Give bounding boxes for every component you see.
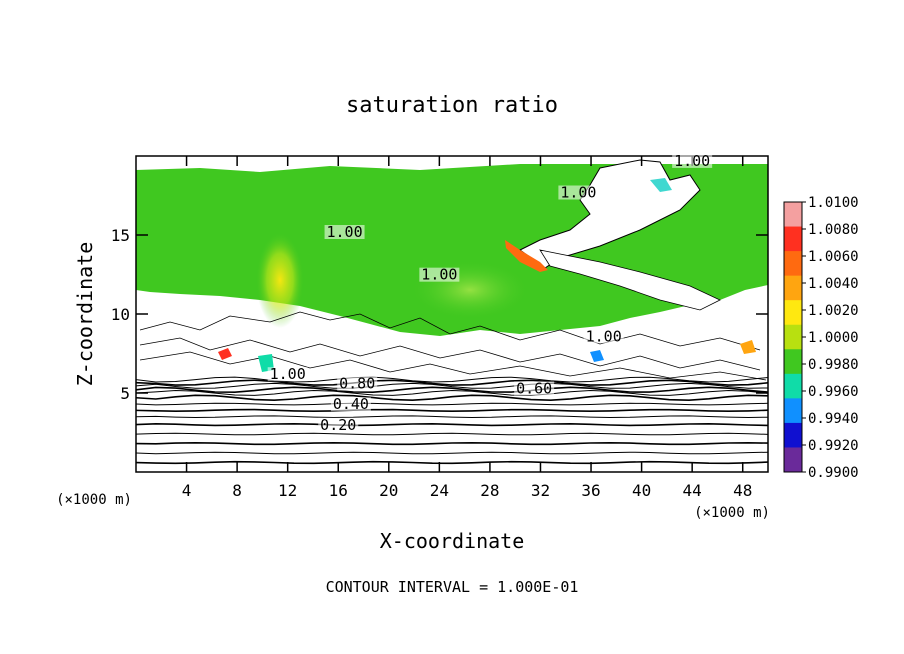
- contour-label-bg: [318, 417, 359, 432]
- colorbar-label: 0.9920: [808, 438, 859, 454]
- contour-line: [136, 402, 768, 406]
- contour-label-bg: [672, 153, 713, 168]
- x-axis-title: X-coordinate: [380, 529, 525, 553]
- colorbar-label: 1.0100: [808, 195, 859, 211]
- contour-line: [136, 386, 768, 394]
- x-tick-label: 16: [329, 481, 348, 500]
- colorbar-swatch: [784, 349, 802, 375]
- contour-label: 0.80: [339, 375, 375, 393]
- y-unit-label: (×1000 m): [56, 492, 132, 508]
- x-unit-label: (×1000 m): [694, 505, 770, 521]
- x-axis: 4 8 12 16 20 24 28 32 36 40 44 48: [182, 156, 752, 500]
- x-tick-label: 28: [480, 481, 499, 500]
- contour-line: [136, 415, 768, 419]
- contour-line: [136, 382, 768, 389]
- x-tick-label: 32: [531, 481, 550, 500]
- colorbar-swatch: [784, 202, 802, 228]
- x-tick-label: 4: [182, 481, 192, 500]
- contour-line: [136, 432, 768, 436]
- contour-label-bg: [514, 381, 555, 396]
- contour-label-bg: [419, 267, 460, 282]
- colorbar-label: 1.0000: [808, 330, 859, 346]
- contour-label: 1.00: [421, 266, 457, 284]
- x-tick-label: 24: [430, 481, 449, 500]
- contour-label-bg: [330, 397, 371, 412]
- y-tick-label: 5: [120, 384, 130, 403]
- contour-label: 0.60: [516, 379, 552, 397]
- colorbar-swatch: [784, 226, 802, 252]
- contour-label-bg: [324, 225, 365, 239]
- contour-label: 1.00: [674, 152, 710, 170]
- colorbar-label: 0.9960: [808, 384, 859, 400]
- contour-label: 1.00: [560, 184, 596, 202]
- colorbar-swatch: [784, 422, 802, 448]
- contour-line: [136, 451, 768, 455]
- contour-line: [136, 394, 768, 402]
- colorbar: 1.0100 1.0080 1.0060 1.0040 1.0020 1.0000 0.99…: [783, 195, 859, 481]
- contour-line: [136, 408, 768, 413]
- plot-field: [136, 156, 768, 472]
- colorbar-swatch: [784, 275, 802, 301]
- contour-label: 0.20: [320, 416, 356, 434]
- y-axis-title: Z-coordinate: [73, 242, 97, 387]
- colorbar-label: 1.0040: [808, 276, 859, 292]
- colorbar-swatch: [784, 373, 802, 399]
- y-axis: 5 10 15: [111, 226, 768, 403]
- colorbar-label: 1.0080: [808, 222, 859, 238]
- y-tick-label: 15: [111, 226, 130, 245]
- contour-line: [136, 441, 768, 446]
- x-tick-label: 48: [733, 481, 752, 500]
- dry-wedge: [519, 159, 701, 269]
- contour-line: [136, 379, 768, 386]
- contour-line: [136, 389, 768, 396]
- x-tick-label: 36: [581, 481, 600, 500]
- chart-title: saturation ratio: [346, 93, 558, 118]
- contour-label-bg: [583, 329, 624, 344]
- colorbar-label: 1.0020: [808, 303, 859, 319]
- x-tick-label: 8: [232, 481, 242, 500]
- colorbar-swatch: [784, 251, 802, 277]
- contour-label-bg: [337, 376, 378, 391]
- x-tick-label: 20: [379, 481, 398, 500]
- colorbar-label: 0.9900: [808, 465, 859, 481]
- contour-line: [136, 422, 768, 427]
- colorbar-label: 0.9980: [808, 357, 859, 373]
- contour-line: [136, 376, 768, 383]
- contour-labels: 1.00 1.00 1.00 1.00 1.00 1.00 0.80 0.60 0.40 0.20: [267, 152, 713, 434]
- y-tick-label: 10: [111, 305, 130, 324]
- contour-label-bg: [267, 367, 308, 382]
- level-lines: [136, 376, 768, 465]
- contour-label: 1.00: [586, 327, 622, 345]
- colorbar-label: 0.9940: [808, 411, 859, 427]
- x-tick-label: 12: [278, 481, 297, 500]
- x-tick-label: 40: [632, 481, 651, 500]
- colorbar-label: 1.0060: [808, 249, 859, 265]
- contour-label: 1.00: [326, 223, 362, 241]
- contour-line: [136, 460, 768, 465]
- contour-label-bg: [558, 185, 599, 200]
- colorbar-swatch: [784, 398, 802, 424]
- colorbar-swatch: [784, 324, 802, 350]
- contour-label: 1.00: [270, 365, 306, 383]
- colorbar-swatch: [784, 447, 802, 473]
- x-tick-label: 44: [683, 481, 702, 500]
- colorbar-swatch: [784, 300, 802, 326]
- contour-label: 0.40: [333, 395, 369, 413]
- contour-interval-note: CONTOUR INTERVAL = 1.000E-01: [326, 578, 579, 596]
